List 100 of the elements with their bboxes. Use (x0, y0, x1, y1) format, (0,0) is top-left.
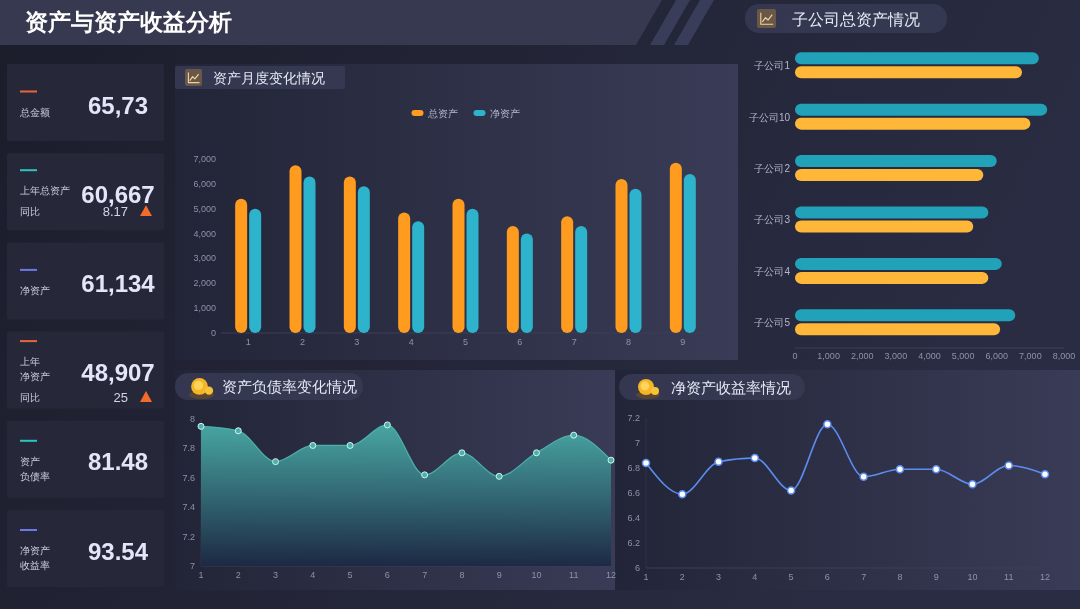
legend-label: 总资产 (426, 107, 458, 119)
chart-title: 资产负债率变化情况 (222, 378, 357, 395)
data-label: 61,134 (81, 269, 156, 297)
y-tick-label: 7,000 (193, 154, 216, 164)
bar (303, 176, 316, 333)
x-tick-label: 10 (967, 572, 978, 582)
category-label: 上年净资产 (20, 355, 50, 382)
x-tick-label: 11 (569, 570, 579, 580)
point (895, 465, 905, 474)
y-tick-label: 8 (189, 414, 195, 424)
bar (683, 173, 696, 333)
bar (398, 212, 411, 333)
x-tick-label: 4 (408, 337, 414, 347)
x-tick-label: 4,000 (918, 351, 941, 361)
bar (795, 155, 997, 168)
x-tick-label: 6 (384, 570, 390, 580)
point (968, 480, 977, 489)
y-tick-label: 子公司1 (754, 59, 791, 71)
data-label: 48,907 (81, 359, 155, 387)
point (458, 449, 466, 457)
point (714, 457, 723, 466)
bar (520, 233, 533, 333)
bar (795, 117, 1031, 130)
x-tick-label: 0 (792, 351, 798, 361)
bar (629, 188, 642, 333)
x-tick-label: 7,000 (1019, 351, 1042, 361)
data-label: 65,73 (87, 91, 149, 119)
category-label: 总金额 (19, 106, 50, 117)
x-tick-label: 1,000 (817, 351, 840, 361)
x-tick-label: 3 (716, 572, 722, 582)
bar (343, 176, 356, 333)
point (383, 421, 391, 429)
x-tick-label: 12 (1039, 572, 1051, 582)
point (421, 471, 429, 479)
point (786, 486, 796, 495)
x-tick-label: 9 (680, 337, 686, 347)
chart-title: 资产月度变化情况 (213, 69, 325, 86)
data-label: 60,667 (81, 180, 155, 208)
text: 资产与资产收益分析 (25, 9, 232, 35)
bar (452, 198, 465, 333)
x-tick-label: 4 (310, 570, 316, 580)
y-tick-label: 3,000 (193, 253, 216, 264)
y-tick-label: 0 (210, 328, 216, 338)
x-tick-label: 2 (679, 572, 685, 582)
point (823, 420, 832, 429)
x-tick-label: 1 (198, 570, 204, 580)
x-tick-label: 5 (347, 570, 353, 580)
x-tick-label: 4 (752, 572, 758, 582)
bar (795, 169, 984, 182)
x-tick-label: 1 (245, 337, 251, 347)
bar (795, 206, 989, 219)
bar (561, 216, 574, 333)
text: 同比 (20, 391, 40, 403)
point (641, 458, 651, 468)
y-tick-label: 7.2 (627, 413, 640, 423)
y-tick-label: 6.2 (627, 538, 640, 548)
bar (412, 221, 425, 333)
point (931, 465, 941, 474)
x-tick-label: 7 (422, 570, 428, 580)
x-tick-label: 9 (933, 572, 939, 582)
point (1040, 470, 1050, 479)
bar (289, 165, 302, 333)
data-label: 93.54 (87, 537, 149, 565)
bar (615, 178, 628, 333)
y-tick-label: 子公司2 (754, 162, 791, 174)
x-tick-label: 2 (235, 570, 241, 580)
x-tick-label: 5 (788, 572, 794, 582)
bar (357, 186, 370, 333)
point (234, 427, 242, 435)
x-tick-label: 5,000 (951, 351, 975, 361)
point (532, 449, 540, 457)
x-tick-label: 2,000 (850, 351, 874, 361)
point (607, 456, 615, 464)
y-tick-label: 7.2 (182, 531, 195, 542)
x-tick-label: 7 (571, 337, 577, 347)
x-tick-label: 3,000 (884, 351, 908, 361)
chart-title: 净资产收益率情况 (671, 378, 791, 396)
bar (235, 198, 248, 333)
bar (249, 208, 262, 333)
bar (795, 271, 989, 284)
y-tick-label: 子公司3 (754, 213, 791, 225)
x-tick-label: 8 (459, 570, 465, 580)
point (495, 472, 503, 480)
category-label: 净资产收益率 (20, 544, 50, 571)
y-tick-label: 7.4 (182, 502, 195, 513)
bar (669, 162, 682, 333)
legend-label: 净资产 (489, 107, 520, 119)
y-tick-label: 7 (189, 561, 195, 571)
bar (795, 323, 1001, 336)
y-tick-label: 5,000 (193, 203, 216, 214)
y-tick-label: 子公司5 (754, 316, 791, 328)
data-label: 25 (113, 389, 128, 405)
y-tick-label: 子公司10 (748, 111, 791, 123)
y-tick-label: 子公司4 (754, 265, 791, 277)
y-tick-label: 1,000 (193, 303, 216, 314)
y-tick-label: 6,000 (193, 178, 216, 189)
point (678, 490, 687, 499)
bar (795, 257, 1002, 270)
y-tick-label: 6.4 (627, 513, 640, 523)
x-tick-label: 5 (462, 337, 469, 347)
